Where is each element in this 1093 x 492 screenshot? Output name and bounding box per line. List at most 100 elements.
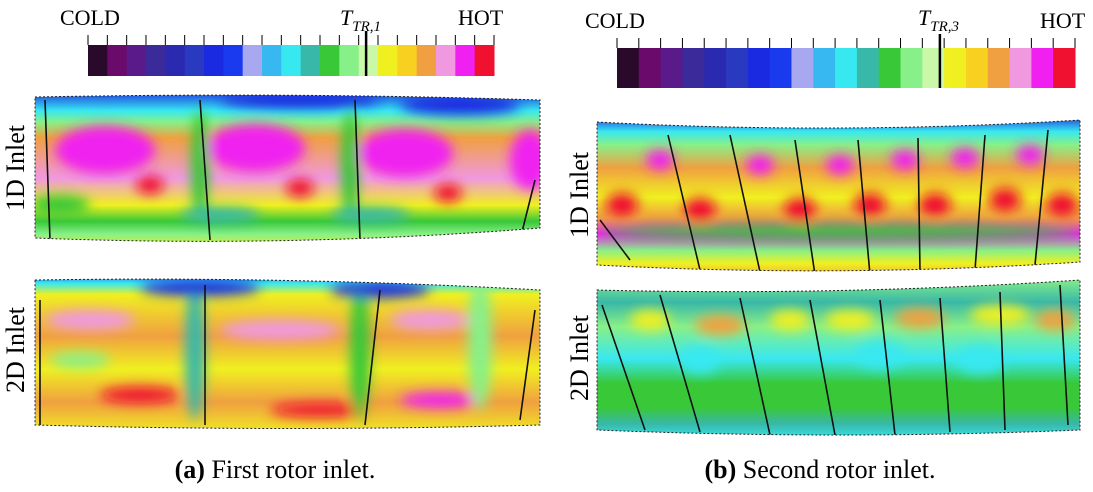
colorbar-swatch [638,48,662,88]
contour-blob [891,150,919,170]
caption-text: First rotor inlet. [211,455,375,484]
contour-blob [646,150,674,170]
contour-blob [330,207,410,223]
cold-label: COLD [585,8,645,33]
contour-blob [746,155,774,175]
contour-blob [35,195,90,215]
caption: (a) First rotor inlet. [175,455,376,484]
colorbar [87,31,495,76]
contour-blob [606,193,638,217]
colorbar-swatch [165,45,186,76]
contour-blob [390,310,470,330]
plot-outline [596,119,1081,272]
contour-blob [970,305,1030,325]
colorbar-swatch [281,45,302,76]
contour-blob [1035,310,1075,330]
colorbar-swatch [223,45,244,76]
contour-plot [35,95,540,242]
colorbar-swatch [726,48,749,88]
colorbar-swatch [682,48,705,88]
contour-blob [45,310,135,330]
colorbar-swatch [1053,48,1076,88]
blade-line [599,219,631,261]
blade-line [879,299,896,435]
threshold-sub: TR,3 [930,19,959,35]
blade-line [667,134,701,271]
contour-blob [341,110,359,220]
caption: (b) Second rotor inlet. [704,455,935,484]
blade-line [729,134,761,271]
colorbar-swatch [455,45,476,76]
plot-outline [596,279,1081,436]
blade-line [857,139,871,271]
colorbar-swatch [878,48,902,88]
contour-blob [400,392,480,408]
blade-line [354,99,361,241]
threshold-main: T [340,5,354,30]
blade-line [519,309,536,421]
colorbar-swatch [944,48,967,88]
contour-blob [286,179,314,197]
contour-blob [55,126,155,174]
colorbar-swatch [835,48,858,88]
colorbar-swatch [242,45,263,76]
colorbar-swatch [987,48,1011,88]
contour-blob [684,198,716,222]
plot-outline [34,94,541,242]
contour-blob [205,124,305,172]
contour-blob [770,310,810,330]
contour-blob [630,310,670,330]
blade-line [1034,129,1049,266]
contour-blob [855,341,905,369]
colorbar-swatch [107,45,128,76]
contour-blob [600,224,1080,240]
contour-blob [50,352,110,368]
blade-line [794,139,816,271]
contour-blob [434,184,462,202]
colorbar-swatch [300,45,321,76]
colorbar-swatch [922,48,945,88]
row-label: 2D Inlet [1,306,30,393]
colorbar-swatch [204,45,224,76]
colorbar-swatch [397,45,418,76]
contour-blob [510,130,540,190]
blade-line [809,299,836,435]
contour-blob [400,95,520,115]
blade-line [364,289,381,426]
contour-blob [270,403,370,417]
row-label: 1D Inlet [565,151,594,238]
plot-outline [34,278,541,429]
contour-plot [597,120,1080,271]
contour-plot [597,280,1080,435]
contour-blob [826,155,854,175]
cold-label: COLD [60,5,120,30]
contour-blob [468,279,492,410]
blade-line [999,291,1006,431]
contour-blob [919,193,951,217]
blade-line [739,297,771,435]
contour-plot [35,279,540,429]
contour-blob [180,207,260,223]
row-label: 2D Inlet [565,314,594,401]
colorbar-swatch [856,48,880,88]
contour-blob [1016,145,1044,165]
blade-line [199,99,211,241]
colorbar-swatch [617,48,640,88]
colorbar-swatch [965,48,989,88]
threshold-label: TTR,3 [918,5,959,35]
threshold-main: T [918,5,932,30]
contour-blob [989,188,1021,212]
blade-line [974,134,986,271]
colorbar-swatch [660,48,683,88]
colorbar-swatch [1031,48,1054,88]
contour-blob [220,320,340,340]
colorbar-swatch [474,45,495,76]
colorbar-swatch [813,48,836,88]
threshold-sub: TR,1 [352,19,381,35]
contour-blobs [630,305,1075,374]
contour-blob [357,129,453,177]
colorbar-swatch [416,45,437,76]
colorbar-swatch [791,48,814,88]
colorbar-swatch [769,48,792,88]
